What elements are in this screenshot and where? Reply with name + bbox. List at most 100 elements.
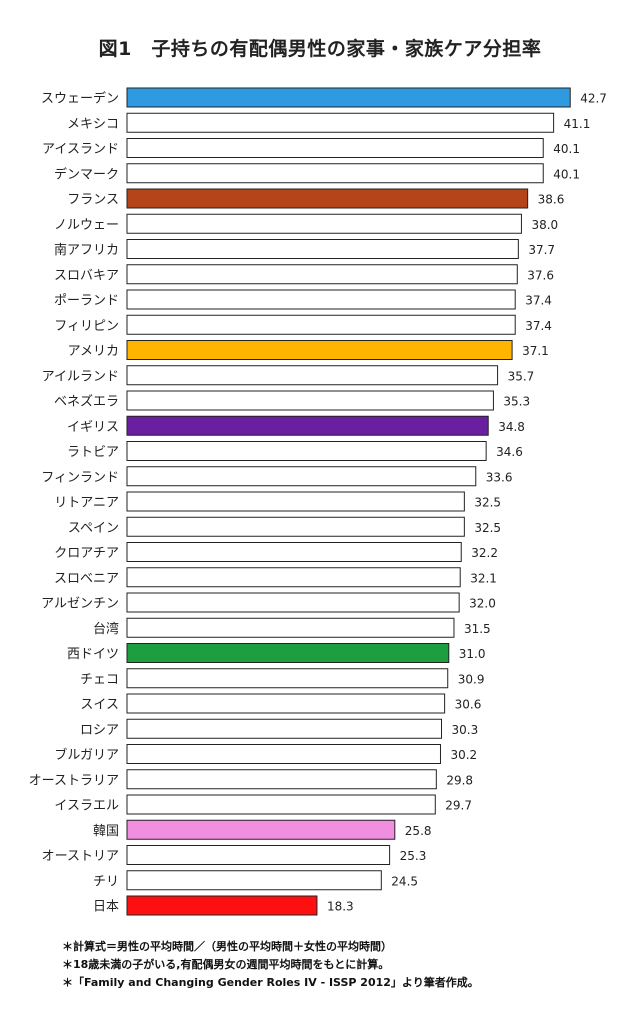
value-label: 32.5	[474, 521, 501, 535]
bar	[126, 895, 318, 916]
chart-title: 図1 子持ちの有配偶男性の家事・家族ケア分担率	[98, 38, 542, 60]
category-label: イスラエル	[54, 799, 119, 814]
category-label: チェコ	[80, 672, 119, 687]
footnote-source: ＊「Family and Changing Gender Roles IV - …	[62, 976, 479, 989]
value-label: 40.1	[553, 167, 580, 181]
bar	[126, 693, 446, 714]
bar	[126, 516, 465, 537]
bar	[126, 643, 450, 663]
value-label: 34.6	[496, 445, 523, 459]
value-label: 25.8	[405, 824, 432, 838]
value-label: 29.7	[445, 799, 472, 813]
category-label: フランス	[67, 193, 119, 208]
category-label: リトアニア	[54, 496, 119, 511]
bar	[126, 794, 436, 815]
bar	[126, 441, 487, 461]
category-label: 南アフリカ	[54, 242, 119, 258]
footnote-method: ＊18歳未満の子がいる,有配偶男女の週間平均時間をもとに計算。	[62, 958, 390, 971]
value-label: 38.6	[538, 193, 565, 207]
value-label: 30.2	[450, 748, 477, 762]
value-label: 24.5	[391, 874, 418, 888]
bar	[126, 466, 477, 487]
bar	[126, 264, 518, 285]
value-label: 37.4	[525, 294, 552, 308]
category-label: ラトビア	[67, 445, 119, 460]
value-label: 29.8	[446, 773, 473, 787]
category-label: フィリピン	[54, 319, 119, 334]
bar	[126, 744, 441, 764]
category-label: アイルランド	[42, 369, 119, 384]
bar	[126, 415, 489, 436]
category-label: クロアチア	[54, 546, 119, 561]
value-label: 41.1	[564, 117, 591, 131]
bar-chart: スウェーデン 42.7 メキシコ 41.1 アイスランド 40.1 デンマーク 40.1 フラン…	[29, 87, 607, 916]
bar	[126, 188, 529, 209]
value-label: 40.1	[553, 142, 580, 156]
bar	[126, 668, 449, 689]
bar	[126, 819, 396, 840]
category-label: ロシア	[80, 723, 119, 738]
bar	[126, 163, 544, 184]
category-label: 台湾	[93, 621, 119, 637]
footnote-formula: ＊計算式＝男性の平均時間／（男性の平均時間＋女性の平均時間）	[62, 940, 392, 953]
category-label: デンマーク	[54, 166, 119, 182]
bar	[126, 491, 465, 512]
value-label: 30.9	[458, 672, 485, 686]
category-label: メキシコ	[67, 117, 119, 132]
value-label: 37.6	[527, 268, 554, 282]
category-label: ブルガリア	[54, 747, 119, 763]
bar	[126, 340, 513, 360]
category-label: フィンランド	[41, 470, 119, 485]
bar	[126, 289, 516, 310]
category-label: 日本	[93, 900, 119, 915]
bar	[126, 870, 382, 891]
value-label: 30.6	[455, 698, 482, 712]
category-label: チリ	[93, 874, 119, 889]
value-label: 32.0	[469, 597, 496, 611]
value-label: 35.3	[503, 395, 530, 409]
value-label: 32.2	[471, 546, 498, 560]
category-label: スウェーデン	[41, 91, 119, 107]
value-label: 30.3	[452, 723, 479, 737]
category-label: スイス	[80, 698, 119, 713]
bar	[126, 239, 519, 259]
category-label: ベネズエラ	[54, 394, 119, 410]
bar	[126, 365, 499, 386]
category-label: ノルウェー	[54, 218, 119, 233]
bar	[126, 718, 443, 739]
bar	[126, 87, 571, 108]
bar	[126, 567, 461, 588]
category-label: 韓国	[93, 824, 119, 839]
category-label: オーストリア	[42, 849, 119, 864]
category-label: スペイン	[68, 521, 119, 536]
value-label: 42.7	[580, 92, 607, 106]
value-label: 38.0	[531, 218, 558, 232]
category-label: スロベニア	[54, 571, 119, 586]
category-label: アイスランド	[42, 142, 119, 157]
value-label: 25.3	[400, 849, 427, 863]
bar	[126, 845, 391, 865]
value-label: 32.5	[474, 496, 501, 510]
bar	[126, 112, 555, 133]
value-label: 37.1	[522, 344, 549, 358]
bar	[126, 213, 522, 234]
bar	[126, 390, 494, 411]
value-label: 37.4	[525, 319, 552, 333]
bar	[126, 314, 516, 335]
category-label: 西ドイツ	[67, 647, 119, 662]
category-label: イギリス	[67, 420, 119, 435]
category-label: オーストラリア	[29, 773, 119, 788]
value-label: 33.6	[486, 470, 513, 484]
category-label: スロバキア	[54, 268, 119, 283]
category-label: ポーランド	[54, 294, 119, 309]
value-label: 31.0	[459, 647, 486, 661]
bar	[126, 542, 462, 562]
category-label: アルゼンチン	[41, 597, 119, 612]
value-label: 31.5	[464, 622, 491, 636]
bar	[126, 138, 544, 158]
value-label: 35.7	[508, 369, 535, 383]
footnotes: ＊計算式＝男性の平均時間／（男性の平均時間＋女性の平均時間） ＊18歳未満の子が…	[62, 938, 479, 992]
bar	[126, 769, 437, 790]
value-label: 34.8	[498, 420, 525, 434]
category-label: アメリカ	[68, 344, 119, 359]
